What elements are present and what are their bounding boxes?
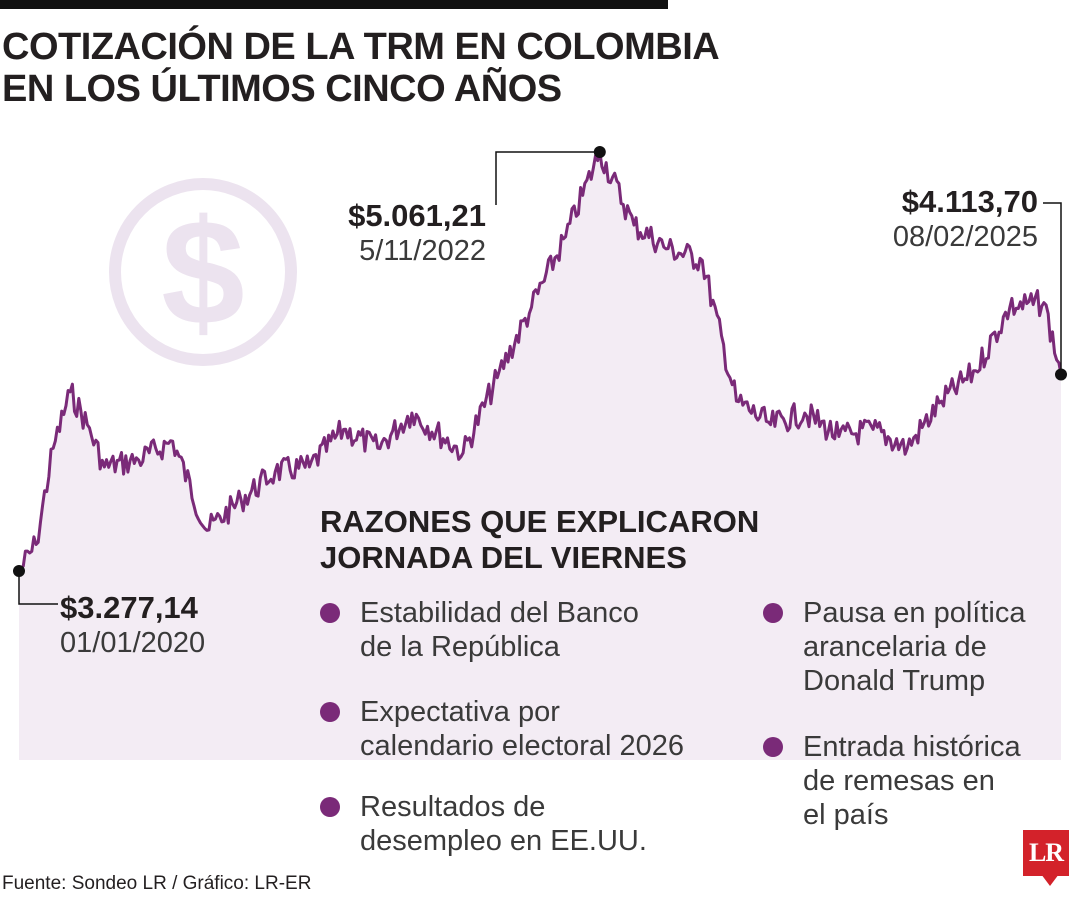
annotation-peak: $5.061,21 5/11/2022 <box>348 200 486 266</box>
annotation-start-date: 01/01/2020 <box>60 627 206 659</box>
reason-line: calendario electoral 2026 <box>360 730 685 762</box>
peak-point-marker <box>593 146 606 158</box>
top-rule <box>0 0 668 9</box>
annotation-end-date: 08/02/2025 <box>892 221 1038 253</box>
source-credit: Fuente: Sondeo LR / Gráfico: LR-ER <box>2 873 312 894</box>
reason-line: Estabilidad del Banco <box>360 597 639 629</box>
annotation-peak-value: $5.061,21 <box>348 198 486 233</box>
reason-line: Entrada histórica <box>803 731 1021 763</box>
reason-line: de la República <box>360 631 560 663</box>
reason-item-2: Expectativa por calendario electoral 202… <box>320 695 684 763</box>
bullet-dot-icon <box>763 737 783 757</box>
series-area-fill <box>19 152 1061 760</box>
reason-line: Resultados de <box>360 791 546 823</box>
reason-line: desempleo en EE.UU. <box>360 825 647 857</box>
annotation-start: $3.277,14 01/01/2020 <box>60 592 205 658</box>
title-line-1: COTIZACIÓN DE LA TRM EN COLOMBIA <box>2 26 720 68</box>
reason-line: arancelaria de <box>803 631 987 663</box>
dollar-sign-glyph: $ <box>161 188 244 356</box>
start-point-marker <box>13 565 25 577</box>
reason-line: Donald Trump <box>803 665 986 697</box>
bullet-dot-icon <box>320 797 340 817</box>
annotation-peak-date: 5/11/2022 <box>359 235 486 267</box>
reason-line: de remesas en <box>803 765 995 797</box>
lr-logo: LR <box>1023 830 1069 876</box>
peak-leader-line <box>495 151 600 205</box>
reasons-heading: RAZONES QUE EXPLICARON JORNADA DEL VIERN… <box>320 504 759 576</box>
reason-item-5: Entrada histórica de remesas en el país <box>763 730 1021 832</box>
series-line <box>17 150 1063 572</box>
reason-line: el país <box>803 799 889 831</box>
bullet-dot-icon <box>763 603 783 623</box>
reason-line: Expectativa por <box>360 696 560 728</box>
end-leader-line <box>1043 202 1062 375</box>
reason-item-4: Pausa en política arancelaria de Donald … <box>763 596 1025 698</box>
annotation-end: $4.113,70 08/02/2025 <box>893 186 1038 252</box>
title-line-2: EN LOS ÚLTIMOS CINCO AÑOS <box>2 68 562 110</box>
start-leader-line <box>18 571 58 605</box>
page-title: COTIZACIÓN DE LA TRM EN COLOMBIA EN LOS … <box>2 26 720 110</box>
reasons-heading-line-2: JORNADA DEL VIERNES <box>320 540 687 575</box>
reason-line: Pausa en política <box>803 597 1026 629</box>
end-point-marker <box>1055 368 1067 381</box>
reason-item-1: Estabilidad del Banco de la República <box>320 596 639 664</box>
bullet-dot-icon <box>320 702 340 722</box>
bullet-dot-icon <box>320 603 340 623</box>
lr-logo-tail <box>1041 874 1059 886</box>
annotation-end-value: $4.113,70 <box>901 184 1038 219</box>
reasons-heading-line-1: RAZONES QUE EXPLICARON <box>320 504 760 539</box>
annotation-start-value: $3.277,14 <box>60 590 198 625</box>
dollar-coin-icon: $ <box>109 178 297 366</box>
reason-item-3: Resultados de desempleo en EE.UU. <box>320 790 647 858</box>
